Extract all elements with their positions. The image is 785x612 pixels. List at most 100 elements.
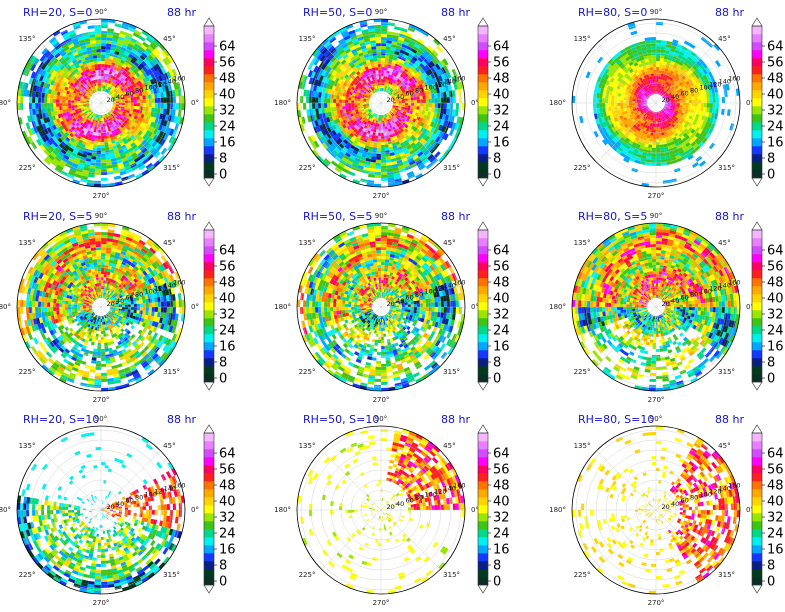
field-cell	[615, 141, 622, 147]
field-cell	[619, 56, 626, 62]
field-cell	[327, 45, 335, 53]
field-cell	[116, 110, 121, 114]
field-cell	[324, 140, 331, 148]
field-cell	[425, 98, 429, 103]
field-cell	[134, 157, 141, 163]
field-cell	[381, 82, 383, 86]
field-cell	[370, 64, 375, 69]
field-cell	[119, 91, 123, 95]
colorbar-segment	[752, 66, 762, 75]
field-cell	[353, 61, 359, 67]
field-cell	[117, 298, 121, 301]
field-cell	[677, 111, 682, 115]
field-cell	[652, 88, 654, 92]
field-cell	[375, 165, 381, 169]
field-cell	[694, 95, 698, 100]
field-cell	[662, 128, 667, 132]
field-cell	[363, 98, 367, 101]
field-cell	[633, 69, 638, 74]
field-cell	[702, 125, 708, 132]
field-cell	[87, 173, 95, 178]
field-cell	[335, 139, 341, 146]
field-cell	[370, 74, 375, 78]
field-cell	[145, 98, 149, 103]
field-cell	[92, 112, 95, 116]
field-cell	[102, 295, 105, 299]
field-cell	[611, 103, 615, 107]
field-cell	[63, 154, 70, 161]
field-cell	[36, 139, 43, 147]
field-cell	[413, 96, 417, 101]
field-cell	[114, 108, 118, 111]
field-cell	[35, 97, 39, 103]
field-cell	[670, 60, 676, 65]
colorbar-segment	[752, 50, 762, 59]
field-cell	[688, 146, 695, 153]
field-cell	[624, 119, 629, 124]
field-cell	[114, 293, 119, 297]
field-cell	[659, 117, 663, 121]
field-cell	[391, 71, 395, 76]
field-cell	[129, 91, 133, 96]
field-cell	[412, 78, 418, 84]
field-cell	[654, 85, 656, 89]
field-cell	[89, 307, 93, 309]
field-cell	[74, 68, 79, 74]
field-cell	[651, 126, 654, 130]
field-cell	[140, 113, 145, 119]
field-cell	[127, 105, 131, 109]
field-cell	[133, 105, 137, 110]
field-cell	[348, 147, 354, 153]
field-cell	[54, 52, 61, 59]
field-cell	[434, 151, 441, 159]
field-cell	[133, 86, 138, 91]
field-cell	[75, 91, 80, 95]
field-cell	[658, 91, 661, 95]
field-cell	[404, 96, 408, 99]
field-cell	[659, 55, 665, 59]
field-cell	[349, 154, 356, 161]
field-cell	[87, 316, 91, 320]
field-cell	[692, 130, 698, 136]
field-cell	[109, 307, 113, 309]
field-cell	[339, 159, 347, 166]
field-cell	[422, 128, 428, 134]
field-cell	[60, 148, 67, 155]
field-cell	[363, 80, 368, 85]
field-cell	[358, 162, 365, 167]
field-cell	[420, 73, 426, 79]
azimuth-spoke	[41, 102, 102, 163]
field-cell	[333, 94, 337, 100]
field-cell	[657, 91, 660, 95]
field-cell	[330, 143, 337, 150]
field-cell	[60, 51, 67, 58]
field-cell	[174, 123, 180, 131]
field-cell	[89, 121, 93, 125]
field-cell	[676, 100, 680, 103]
field-cell	[86, 91, 90, 95]
field-cell	[630, 64, 635, 69]
field-cell	[86, 295, 90, 299]
field-cell	[646, 134, 651, 139]
field-cell	[89, 34, 96, 39]
field-cell	[676, 43, 683, 49]
field-cell	[703, 94, 707, 99]
field-cell	[61, 66, 68, 73]
field-cell	[651, 46, 656, 50]
field-cell	[404, 105, 408, 108]
field-cell	[362, 150, 368, 156]
field-cell	[327, 34, 335, 41]
field-cell	[631, 49, 638, 55]
field-cell	[381, 114, 383, 118]
field-cell	[324, 77, 330, 84]
colorbar-segment	[204, 106, 214, 115]
field-cell	[656, 70, 659, 74]
field-cell	[135, 148, 142, 155]
field-cell	[48, 54, 55, 61]
field-cell	[668, 110, 672, 114]
field-cell	[395, 103, 399, 105]
field-cell	[62, 109, 67, 114]
field-cell	[81, 153, 88, 159]
field-cell	[617, 106, 621, 110]
field-cell	[611, 68, 617, 74]
